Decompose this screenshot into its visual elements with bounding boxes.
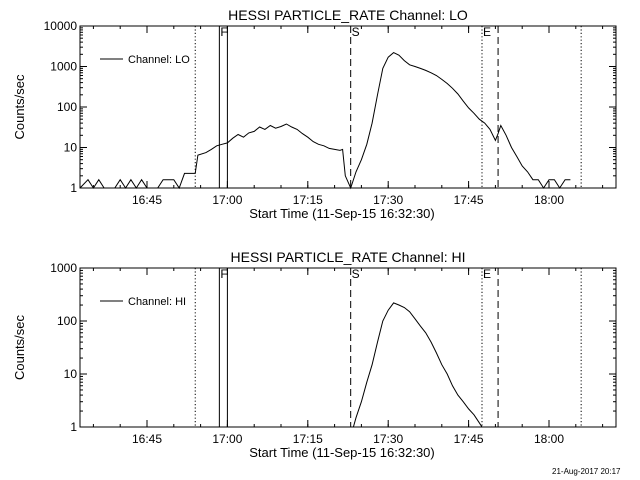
marker-label: S [352, 267, 360, 281]
x-tick-label: 17:45 [454, 432, 484, 446]
x-tick-label: 16:45 [132, 432, 162, 446]
series-line [79, 52, 571, 190]
x-axis-label: Start Time (11-Sep-15 16:32:30) [249, 445, 434, 460]
y-tick-label: 100 [57, 314, 77, 328]
y-tick-label: 10 [64, 141, 78, 155]
date-stamp: 21-Aug-2017 20:17 [552, 467, 621, 476]
plot-frame [79, 25, 617, 189]
panel-hi: HESSI PARTICLE_RATE Channel: HI 1 10 100 100… [12, 249, 617, 460]
panel-lo: HESSI PARTICLE_RATE Channel: LO 1 10 100 100… [12, 7, 617, 221]
x-tick-label: 17:00 [212, 432, 242, 446]
x-tick-label: 18:00 [534, 193, 564, 207]
x-tick-label: 17:45 [454, 193, 484, 207]
x-tick-label: 17:15 [293, 432, 323, 446]
x-axis-label: Start Time (11-Sep-15 16:32:30) [249, 206, 434, 221]
y-tick-label: 100 [57, 100, 77, 114]
chart-title: HESSI PARTICLE_RATE Channel: LO [228, 7, 468, 23]
x-tick-label: 17:00 [212, 193, 242, 207]
legend-label: Channel: LO [128, 54, 190, 66]
y-tick-label: 10000 [44, 19, 78, 33]
marker-label: F [220, 25, 227, 39]
plot-frame [79, 267, 617, 428]
marker-label: E [483, 267, 491, 281]
y-axis-label: Counts/sec [12, 74, 27, 140]
y-tick-label: 1000 [50, 261, 77, 275]
y-tick-label: 1 [70, 420, 77, 434]
x-tick-label: 16:45 [132, 193, 162, 207]
y-axis-label: Counts/sec [12, 314, 27, 380]
x-tick-label: 18:00 [534, 432, 564, 446]
legend-label: Channel: HI [128, 296, 186, 308]
chart-title: HESSI PARTICLE_RATE Channel: HI [231, 249, 466, 265]
y-tick-label: 1000 [50, 60, 77, 74]
x-tick-label: 17:15 [293, 193, 323, 207]
x-tick-label: 17:30 [373, 432, 403, 446]
marker-label: S [352, 25, 360, 39]
marker-label: F [220, 267, 227, 281]
series-line [352, 302, 483, 428]
marker-label: E [483, 25, 491, 39]
y-tick-label: 1 [70, 181, 77, 195]
x-tick-label: 17:30 [373, 193, 403, 207]
y-tick-label: 10 [64, 367, 78, 381]
